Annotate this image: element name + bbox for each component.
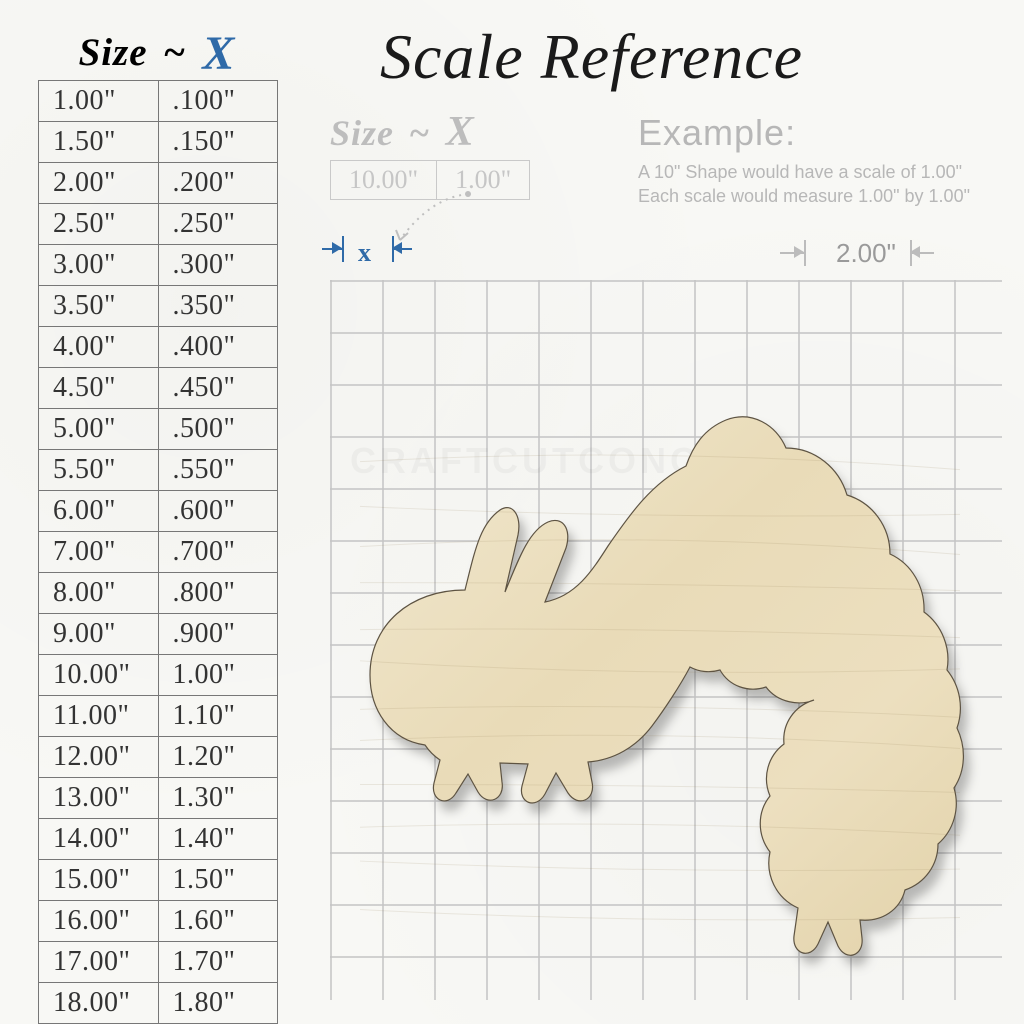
table-cell: .700": [158, 532, 278, 573]
table-row: 16.00"1.60": [39, 901, 278, 942]
page-title: Scale Reference: [380, 20, 803, 94]
table-row: 6.00".600": [39, 491, 278, 532]
table-cell: 1.00": [158, 655, 278, 696]
watermark-text: CRAFTCUTCONCEPTS: [350, 440, 810, 482]
table-row: 2.50".250": [39, 204, 278, 245]
dim200-label: 2.00": [836, 238, 896, 269]
table-row: 14.00"1.40": [39, 819, 278, 860]
table-row: 1.00".100": [39, 81, 278, 122]
table-cell: .250": [158, 204, 278, 245]
side-header-size: Size: [79, 31, 148, 74]
table-cell: 1.10": [158, 696, 278, 737]
table-cell: .400": [158, 327, 278, 368]
table-row: 5.00".500": [39, 409, 278, 450]
table-cell: 1.00": [39, 81, 159, 122]
table-row: 17.00"1.70": [39, 942, 278, 983]
table-cell: 8.00": [39, 573, 159, 614]
table-cell: 2.50": [39, 204, 159, 245]
table-cell: 4.50": [39, 368, 159, 409]
example-cell-size: 10.00": [331, 161, 437, 200]
table-cell: .150": [158, 122, 278, 163]
table-row: 18.00"1.80": [39, 983, 278, 1024]
reference-grid: [330, 280, 1002, 1000]
table-row: 1.50".150": [39, 122, 278, 163]
table-cell: .550": [158, 450, 278, 491]
table-cell: .800": [158, 573, 278, 614]
size-scale-table: 1.00".100"1.50".150"2.00".200"2.50".250"…: [38, 80, 278, 1024]
table-cell: 1.30": [158, 778, 278, 819]
table-cell: 2.00": [39, 163, 159, 204]
table-row: 3.50".350": [39, 286, 278, 327]
table-cell: 1.20": [158, 737, 278, 778]
table-cell: .200": [158, 163, 278, 204]
table-row: 7.00".700": [39, 532, 278, 573]
example-header-dash: ~: [410, 113, 430, 153]
table-cell: 5.50": [39, 450, 159, 491]
table-row: 3.00".300": [39, 245, 278, 286]
table-cell: 5.00": [39, 409, 159, 450]
side-header-dash: ~: [164, 31, 185, 74]
table-cell: 16.00": [39, 901, 159, 942]
table-row: 15.00"1.50": [39, 860, 278, 901]
table-cell: 7.00": [39, 532, 159, 573]
table-cell: 10.00": [39, 655, 159, 696]
table-row: 12.00"1.20": [39, 737, 278, 778]
x-indicator-label: x: [358, 238, 371, 268]
table-cell: 1.50": [158, 860, 278, 901]
example-cell-scale: 1.00": [437, 161, 530, 200]
example-text: Example: A 10" Shape would have a scale …: [638, 112, 970, 209]
example-line1: A 10" Shape would have a scale of 1.00": [638, 160, 970, 184]
table-row: 11.00"1.10": [39, 696, 278, 737]
table-cell: .600": [158, 491, 278, 532]
example-line2: Each scale would measure 1.00" by 1.00": [638, 184, 970, 208]
table-cell: 1.50": [39, 122, 159, 163]
table-cell: .500": [158, 409, 278, 450]
table-row: 10.00"1.00": [39, 655, 278, 696]
table-cell: .450": [158, 368, 278, 409]
example-header-x: X: [446, 109, 475, 155]
side-header-x: X: [202, 26, 235, 81]
table-cell: 3.50": [39, 286, 159, 327]
table-cell: 9.00": [39, 614, 159, 655]
table-row: 9.00".900": [39, 614, 278, 655]
side-size-header: Size ~ X: [38, 22, 276, 77]
table-cell: 1.80": [158, 983, 278, 1024]
table-cell: 15.00": [39, 860, 159, 901]
table-row: 8.00".800": [39, 573, 278, 614]
table-cell: .300": [158, 245, 278, 286]
table-cell: 1.60": [158, 901, 278, 942]
table-cell: 14.00": [39, 819, 159, 860]
table-row: 2.00".200": [39, 163, 278, 204]
table-cell: 3.00": [39, 245, 159, 286]
table-row: 13.00"1.30": [39, 778, 278, 819]
example-header-size: Size: [330, 113, 394, 153]
table-cell: 1.40": [158, 819, 278, 860]
x-dimension-indicator: x: [322, 236, 432, 262]
table-row: 4.50".450": [39, 368, 278, 409]
example-title: Example:: [638, 112, 970, 154]
table-cell: .100": [158, 81, 278, 122]
table-cell: 17.00": [39, 942, 159, 983]
table-cell: 11.00": [39, 696, 159, 737]
example-size-box: Size ~ X 10.00" 1.00": [330, 108, 530, 200]
table-cell: .900": [158, 614, 278, 655]
two-inch-dimension: 2.00": [780, 240, 940, 266]
table-cell: 1.70": [158, 942, 278, 983]
example-table: 10.00" 1.00": [330, 160, 530, 200]
table-cell: 18.00": [39, 983, 159, 1024]
table-cell: 6.00": [39, 491, 159, 532]
table-row: 5.50".550": [39, 450, 278, 491]
table-cell: 12.00": [39, 737, 159, 778]
table-cell: .350": [158, 286, 278, 327]
table-cell: 4.00": [39, 327, 159, 368]
table-cell: 13.00": [39, 778, 159, 819]
table-row: 4.00".400": [39, 327, 278, 368]
